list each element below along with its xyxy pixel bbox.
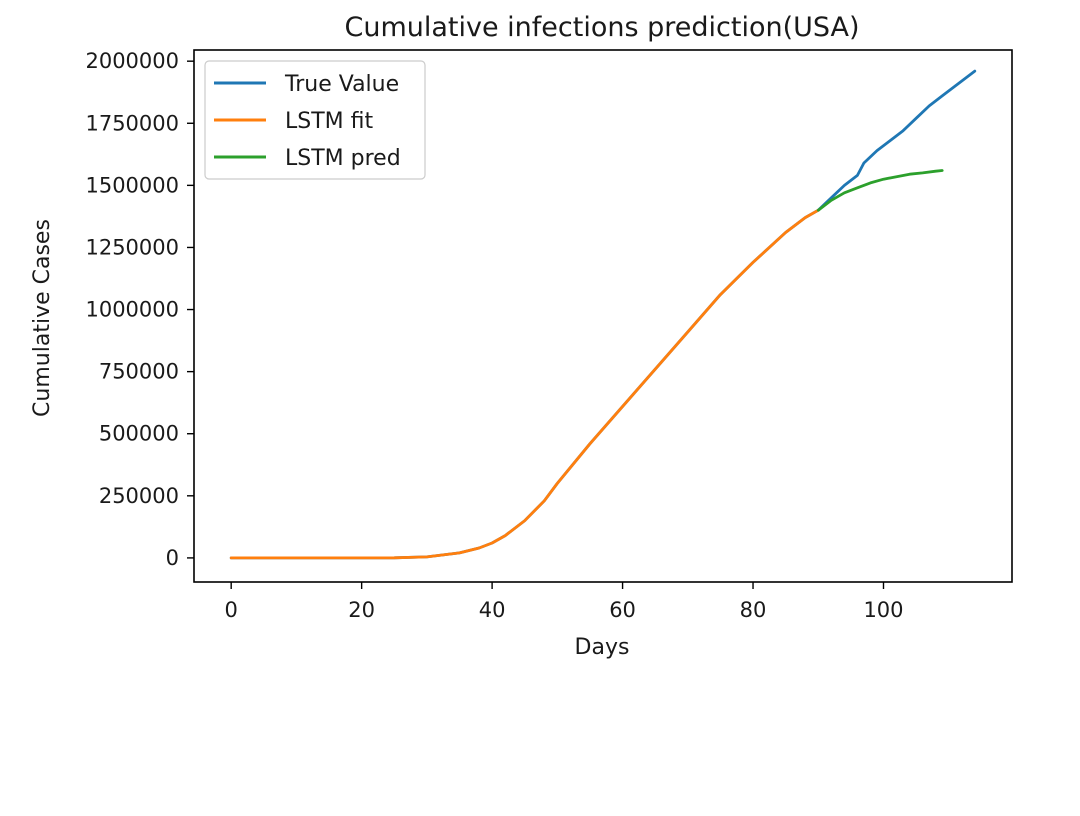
y-tick-label: 250000 xyxy=(99,484,179,508)
y-tick-label: 1750000 xyxy=(85,111,179,135)
x-tick-label: 20 xyxy=(348,598,375,622)
y-tick-label: 750000 xyxy=(99,360,179,384)
y-axis-ticks: 0 250000 500000 750000 1000000 1250000 1500000… xyxy=(85,49,194,570)
y-axis-label: Cumulative Cases xyxy=(30,219,55,417)
y-tick-label: 0 xyxy=(166,546,179,570)
series-layer xyxy=(229,69,977,560)
x-tick-label: 80 xyxy=(740,598,767,622)
y-tick-label: 500000 xyxy=(99,422,179,446)
y-tick-label: 1000000 xyxy=(85,298,179,322)
x-tick-label: 100 xyxy=(863,598,903,622)
x-axis-ticks: 0 20 40 60 80 100 xyxy=(224,582,904,622)
x-axis-label: Days xyxy=(575,635,630,660)
legend-true-value-label: True Value xyxy=(284,72,399,97)
x-tick-label: 60 xyxy=(609,598,636,622)
y-tick-label: 2000000 xyxy=(85,49,179,73)
y-tick-label: 1500000 xyxy=(85,173,179,197)
y-tick-label: 1250000 xyxy=(85,235,179,259)
series-line-lstm-fit xyxy=(229,208,820,560)
legend: True Value LSTM fit LSTM pred xyxy=(204,60,426,180)
plot-frame xyxy=(193,49,1013,583)
legend-lstm-pred-label: LSTM pred xyxy=(285,146,401,171)
chart-title: Cumulative infections prediction(USA) xyxy=(344,12,859,43)
plot-area xyxy=(193,49,1013,583)
x-tick-label: 0 xyxy=(224,598,237,622)
series-line-lstm-pred xyxy=(816,169,944,212)
legend-lstm-fit-label: LSTM fit xyxy=(285,109,373,134)
x-tick-label: 40 xyxy=(479,598,506,622)
legend-box xyxy=(204,60,426,180)
